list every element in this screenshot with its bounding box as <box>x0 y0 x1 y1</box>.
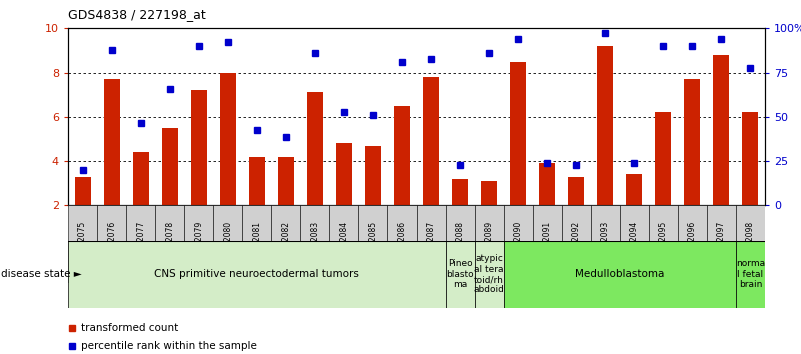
FancyBboxPatch shape <box>620 205 649 283</box>
Text: GSM482093: GSM482093 <box>601 221 610 267</box>
FancyBboxPatch shape <box>678 205 706 283</box>
Bar <box>510 62 526 205</box>
Text: GSM482079: GSM482079 <box>195 221 203 267</box>
Bar <box>655 113 671 205</box>
Bar <box>133 152 149 205</box>
Bar <box>278 156 294 205</box>
FancyBboxPatch shape <box>97 205 127 283</box>
Text: GSM482098: GSM482098 <box>746 221 755 267</box>
Text: disease state ►: disease state ► <box>1 269 82 279</box>
Bar <box>365 145 381 205</box>
Bar <box>714 55 730 205</box>
Bar <box>162 128 178 205</box>
FancyBboxPatch shape <box>445 241 474 308</box>
Text: GSM482081: GSM482081 <box>252 221 261 267</box>
Text: GSM482077: GSM482077 <box>136 221 145 267</box>
Text: Pineo
blasto
ma: Pineo blasto ma <box>446 259 474 289</box>
Bar <box>74 177 91 205</box>
Bar <box>336 143 352 205</box>
Bar <box>598 46 614 205</box>
FancyBboxPatch shape <box>184 205 213 283</box>
Text: GSM482078: GSM482078 <box>165 221 174 267</box>
Text: GSM482088: GSM482088 <box>456 221 465 267</box>
FancyBboxPatch shape <box>649 205 678 283</box>
Text: GSM482080: GSM482080 <box>223 221 232 267</box>
Bar <box>394 106 410 205</box>
Text: GSM482082: GSM482082 <box>281 221 290 267</box>
Bar <box>219 73 235 205</box>
Text: GSM482087: GSM482087 <box>427 221 436 267</box>
FancyBboxPatch shape <box>474 205 504 283</box>
Text: GSM482075: GSM482075 <box>78 221 87 267</box>
Text: CNS primitive neuroectodermal tumors: CNS primitive neuroectodermal tumors <box>155 269 360 279</box>
Text: GSM482086: GSM482086 <box>397 221 406 267</box>
FancyBboxPatch shape <box>590 205 620 283</box>
FancyBboxPatch shape <box>445 205 474 283</box>
Text: GSM482092: GSM482092 <box>572 221 581 267</box>
Text: GSM482085: GSM482085 <box>368 221 377 267</box>
Text: GSM482094: GSM482094 <box>630 221 638 267</box>
FancyBboxPatch shape <box>504 205 533 283</box>
Text: Medulloblastoma: Medulloblastoma <box>575 269 665 279</box>
FancyBboxPatch shape <box>504 241 736 308</box>
Text: GSM482096: GSM482096 <box>688 221 697 267</box>
Bar <box>539 163 555 205</box>
Bar <box>743 113 759 205</box>
FancyBboxPatch shape <box>242 205 272 283</box>
FancyBboxPatch shape <box>127 205 155 283</box>
Text: GSM482083: GSM482083 <box>311 221 320 267</box>
Bar <box>307 92 323 205</box>
FancyBboxPatch shape <box>736 241 765 308</box>
Bar <box>684 79 700 205</box>
Text: transformed count: transformed count <box>81 323 178 333</box>
Text: atypic
al tera
toid/rh
abdoid: atypic al tera toid/rh abdoid <box>473 254 505 295</box>
FancyBboxPatch shape <box>213 205 242 283</box>
Text: GSM482084: GSM482084 <box>340 221 348 267</box>
Text: GSM482090: GSM482090 <box>513 221 522 267</box>
FancyBboxPatch shape <box>68 205 97 283</box>
Bar <box>568 177 584 205</box>
FancyBboxPatch shape <box>562 205 590 283</box>
FancyBboxPatch shape <box>68 241 445 308</box>
Text: norma
l fetal
brain: norma l fetal brain <box>736 259 765 289</box>
Text: GDS4838 / 227198_at: GDS4838 / 227198_at <box>68 8 206 21</box>
FancyBboxPatch shape <box>706 205 736 283</box>
Bar <box>103 79 119 205</box>
FancyBboxPatch shape <box>300 205 329 283</box>
Text: GSM482091: GSM482091 <box>543 221 552 267</box>
FancyBboxPatch shape <box>272 205 300 283</box>
Text: GSM482097: GSM482097 <box>717 221 726 267</box>
FancyBboxPatch shape <box>388 205 417 283</box>
Text: GSM482076: GSM482076 <box>107 221 116 267</box>
Bar <box>423 77 439 205</box>
FancyBboxPatch shape <box>417 205 445 283</box>
FancyBboxPatch shape <box>329 205 359 283</box>
FancyBboxPatch shape <box>155 205 184 283</box>
Bar <box>481 181 497 205</box>
Text: percentile rank within the sample: percentile rank within the sample <box>81 341 256 351</box>
Bar <box>452 179 468 205</box>
FancyBboxPatch shape <box>736 205 765 283</box>
Bar <box>191 90 207 205</box>
Bar <box>626 175 642 205</box>
FancyBboxPatch shape <box>359 205 388 283</box>
Bar <box>249 156 265 205</box>
FancyBboxPatch shape <box>533 205 562 283</box>
Text: GSM482095: GSM482095 <box>659 221 668 267</box>
FancyBboxPatch shape <box>474 241 504 308</box>
Text: GSM482089: GSM482089 <box>485 221 493 267</box>
